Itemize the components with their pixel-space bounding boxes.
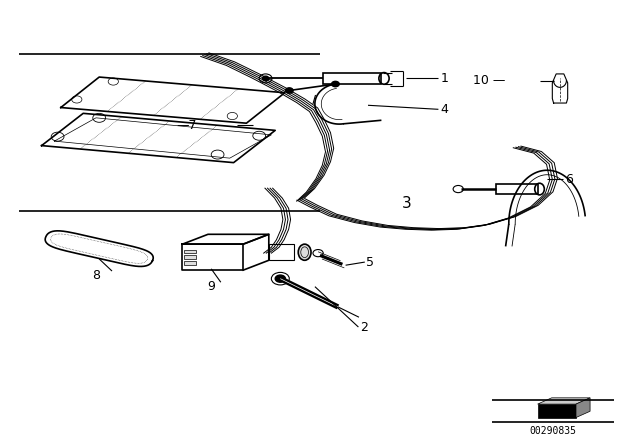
Text: —7: —7 [176, 119, 196, 132]
Bar [269, 244, 294, 260]
Text: 2: 2 [360, 320, 367, 334]
Text: 10 —: 10 — [473, 74, 506, 87]
Bar [496, 184, 538, 194]
Polygon shape [538, 404, 576, 418]
Text: 4: 4 [440, 103, 448, 116]
Circle shape [275, 275, 285, 282]
Bar [184, 261, 196, 265]
Bar [184, 250, 196, 253]
Polygon shape [538, 398, 590, 404]
Bar [323, 73, 381, 84]
Text: 5: 5 [366, 255, 374, 269]
Polygon shape [576, 398, 590, 418]
Text: 00290835: 00290835 [529, 426, 577, 436]
Circle shape [332, 82, 339, 87]
Text: 3: 3 [401, 196, 412, 211]
Circle shape [262, 76, 269, 81]
Text: 8: 8 [92, 269, 100, 282]
Circle shape [285, 88, 293, 93]
Bar [184, 255, 196, 259]
Text: 1: 1 [440, 72, 448, 85]
Text: 6: 6 [565, 172, 573, 186]
Ellipse shape [298, 244, 311, 260]
Text: 9: 9 [207, 280, 215, 293]
